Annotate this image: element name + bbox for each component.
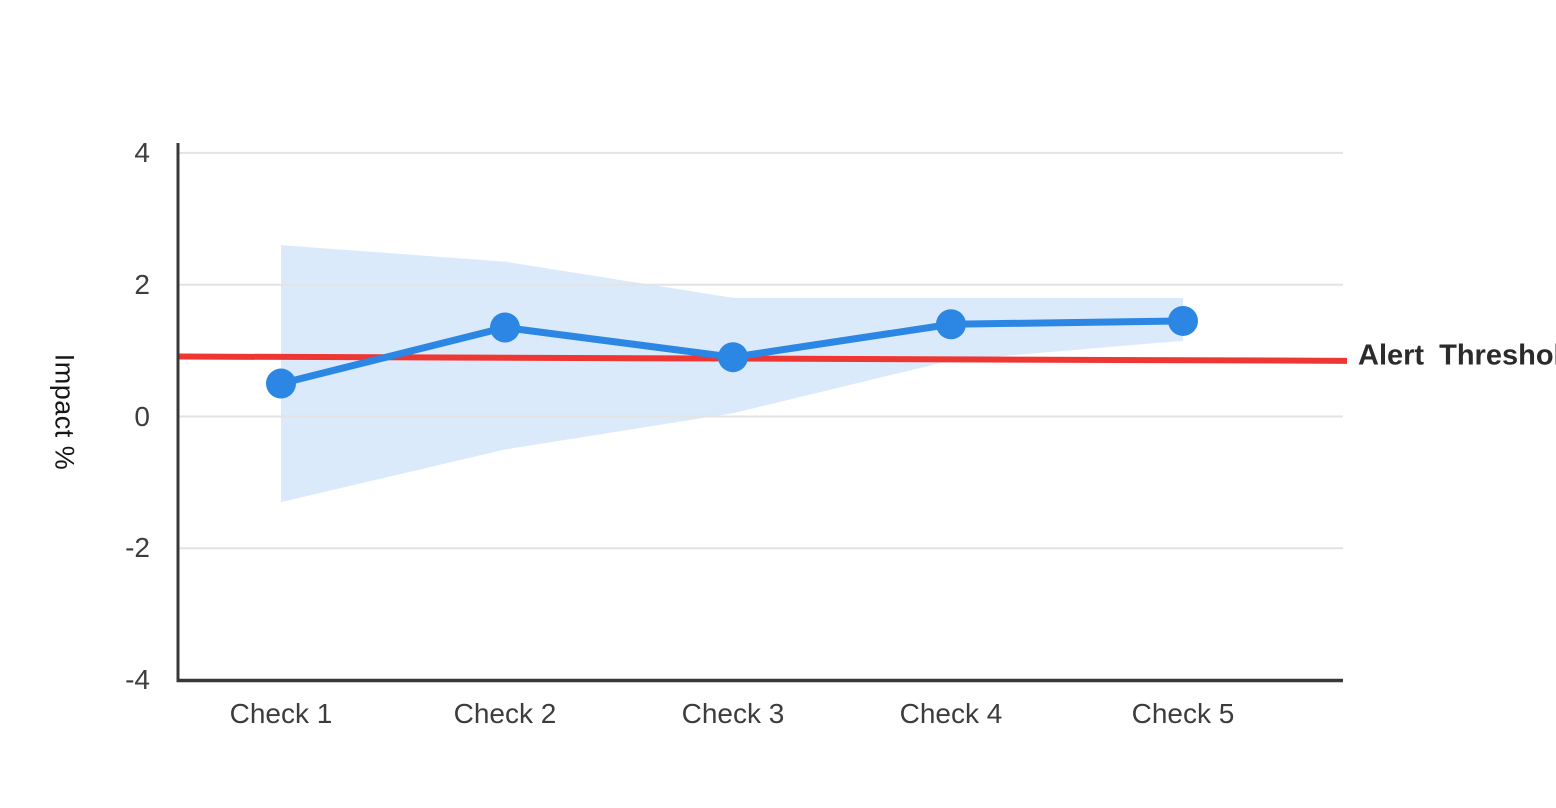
data-point-check-3	[718, 342, 748, 373]
y-tick-label-0: 0	[134, 400, 150, 432]
alert-threshold-label: Alert Threshold	[1358, 339, 1556, 372]
y-tick-label-2: 2	[134, 268, 150, 300]
x-tick-label-check-3: Check 3	[681, 698, 785, 729]
y-tick-label--4: -4	[125, 664, 150, 695]
data-point-check-5	[1168, 305, 1198, 336]
confidence-band	[281, 245, 1183, 503]
x-tick-label-check-5: Check 5	[1131, 698, 1235, 729]
alert-threshold-line	[177, 353, 1348, 364]
y-tick-label--2: -2	[125, 532, 150, 564]
y-tick-label-4: 4	[134, 137, 150, 168]
data-point-check-4	[936, 309, 966, 340]
x-tick-label-check-4: Check 4	[899, 698, 1003, 729]
x-tick-label-check-2: Check 2	[453, 698, 557, 729]
x-tick-label-check-1: Check 1	[229, 698, 333, 729]
data-point-check-2	[490, 312, 520, 343]
data-point-check-1	[266, 368, 296, 399]
